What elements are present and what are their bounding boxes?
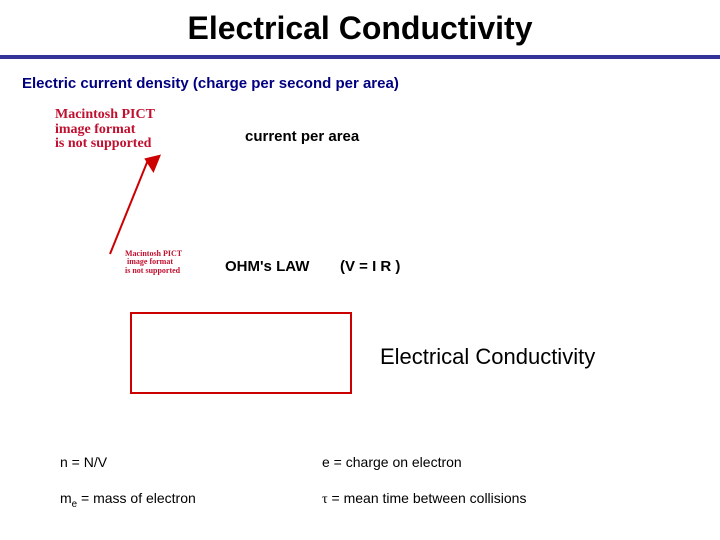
tau-rest: = mean time between collisions xyxy=(328,490,527,506)
ec-label: Electrical Conductivity xyxy=(380,344,595,370)
def-e: e = charge on electron xyxy=(322,454,462,470)
def-me: me = mass of electron xyxy=(60,490,196,510)
me-m: m xyxy=(60,490,72,506)
me-rest: = mass of electron xyxy=(77,490,196,506)
def-tau: τ = mean time between collisions xyxy=(322,490,526,508)
ohms-law-label: OHM's LAW xyxy=(225,258,309,275)
ohms-law-equation: (V = I R ) xyxy=(340,258,400,275)
def-n: n = N/V xyxy=(60,454,107,470)
broken-pict-small: Macintosh PICT image format is not suppo… xyxy=(125,250,182,275)
highlight-box xyxy=(130,312,352,394)
